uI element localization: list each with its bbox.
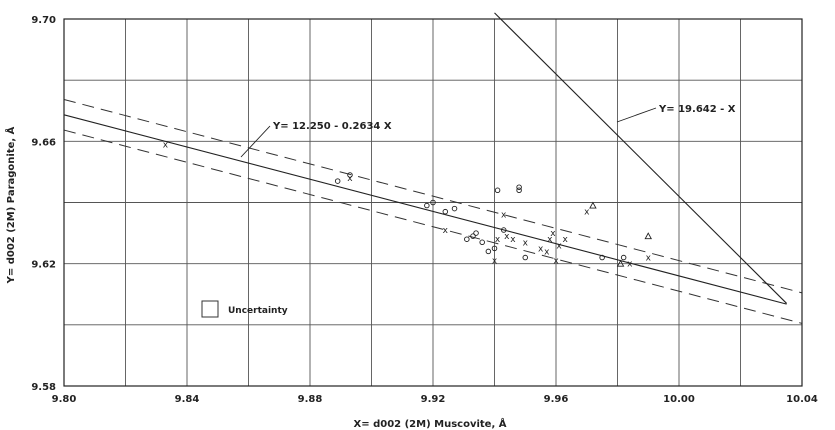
point-x: x <box>646 254 652 264</box>
point-x: x <box>510 235 516 245</box>
grid <box>64 19 802 386</box>
point-x: x <box>547 235 553 245</box>
point-x: x <box>504 232 510 242</box>
point-circle <box>491 245 498 252</box>
x-tick-label: 10.00 <box>663 394 695 405</box>
point-x: x <box>501 211 507 221</box>
point-circle <box>516 184 522 190</box>
uncertainty-band-line <box>63 129 803 324</box>
y-tick-label: 9.62 <box>31 260 56 271</box>
point-x: x <box>443 226 449 236</box>
point-circle <box>599 254 605 261</box>
point-circle <box>485 248 492 255</box>
point-circle <box>470 233 476 239</box>
secondary-label-leader <box>616 107 657 123</box>
point-triangle <box>616 259 625 267</box>
point-x: x <box>495 235 501 245</box>
point-circle <box>464 236 470 242</box>
point-x: x <box>163 140 169 150</box>
point-x: x <box>556 241 562 251</box>
point-triangle <box>589 201 597 209</box>
point-circle <box>347 172 353 178</box>
point-x: x <box>553 257 559 267</box>
point-x: x <box>550 229 556 239</box>
point-circle <box>473 230 479 236</box>
secondary-equation-label: Y= 19.642 - X <box>658 104 736 115</box>
x-tick-label: 9.88 <box>298 394 323 405</box>
point-triangle <box>644 232 653 240</box>
regression-line <box>63 114 787 305</box>
x-tick-label: 9.92 <box>421 394 446 405</box>
point-x: x <box>538 244 544 254</box>
tick-labels: 9.80 9.84 9.88 9.92 9.96 10.00 10.04 9.58 9.62 9.… <box>31 15 818 405</box>
point-x: x <box>584 208 590 218</box>
uncertainty-band-line <box>63 99 803 294</box>
point-circle <box>430 199 436 206</box>
legend: Uncertainty <box>201 300 288 318</box>
x-tick-label: 10.04 <box>786 394 818 405</box>
point-circle <box>442 208 449 215</box>
regression-label-leader <box>240 125 271 158</box>
point-x: x <box>563 235 569 245</box>
x-tick-label: 9.80 <box>52 394 77 405</box>
legend-uncertainty-label: Uncertainty <box>228 306 288 316</box>
point-circle <box>494 187 501 194</box>
legend-uncertainty-swatch <box>201 300 219 318</box>
x-axis-title: X= d002 (2M) Muscovite, Å <box>354 417 507 430</box>
y-axis-title: Y= d002 (2M) Paragonite, Å <box>4 126 17 284</box>
fit-lines <box>63 12 803 324</box>
point-x: x <box>523 238 529 248</box>
point-circle <box>424 202 430 209</box>
point-circle <box>334 178 341 184</box>
point-circle <box>516 187 522 194</box>
point-x: x <box>347 174 353 184</box>
point-x: x <box>627 260 633 270</box>
point-x: x <box>544 247 550 257</box>
point-circle <box>522 254 529 261</box>
point-circle <box>620 254 627 261</box>
point-circle <box>479 239 485 246</box>
y-tick-label: 9.66 <box>31 137 56 148</box>
x-tick-label: 9.96 <box>544 394 569 405</box>
point-x: x <box>492 257 498 267</box>
secondary-line <box>494 12 788 304</box>
point-circle <box>451 205 458 212</box>
y-tick-label: 9.70 <box>31 15 56 26</box>
plot-frame <box>63 18 803 387</box>
point-circle <box>500 227 507 233</box>
x-tick-label: 9.84 <box>175 394 200 405</box>
y-tick-label: 9.58 <box>31 382 56 393</box>
regression-equation-label: Y= 12.250 - 0.2634 X <box>272 121 392 132</box>
